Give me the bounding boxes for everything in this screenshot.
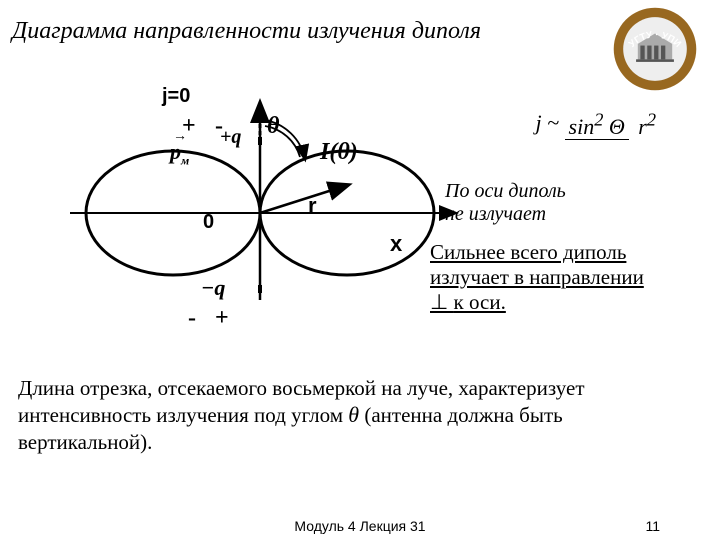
label-minus-bot: - — [188, 305, 196, 332]
label-zero: 0 — [203, 211, 214, 234]
label-minusq: −q — [201, 275, 225, 301]
label-pm: → pм — [170, 139, 189, 168]
perpendicular-note: Сильнее всего диполь излучает в направле… — [430, 240, 644, 315]
page-title: Диаграмма направленности излучения дипол… — [12, 18, 481, 45]
description-text: Длина отрезка, отсекаемого восьмеркой на… — [18, 375, 690, 455]
label-plusq: +q — [220, 126, 241, 149]
axis-note: По оси дипольне излучает — [445, 180, 566, 226]
label-itheta: I(θ) — [320, 139, 358, 166]
footer-module: Модуль 4 Лекция 31 — [294, 518, 425, 534]
label-plus-bot: + — [215, 305, 229, 332]
label-x: x — [390, 231, 402, 257]
label-r: r — [308, 193, 317, 219]
page-number: 11 — [645, 518, 660, 534]
intensity-formula: j ~ sin2 Θ r2 — [536, 110, 661, 140]
radiation-diagram: j=0 + - → pм +q −q 0 r θ I(θ) x - + — [60, 85, 430, 345]
label-theta: θ — [267, 113, 279, 140]
university-logo: УГТУ · УПИ — [612, 6, 698, 92]
label-j0: j=0 — [162, 85, 190, 108]
